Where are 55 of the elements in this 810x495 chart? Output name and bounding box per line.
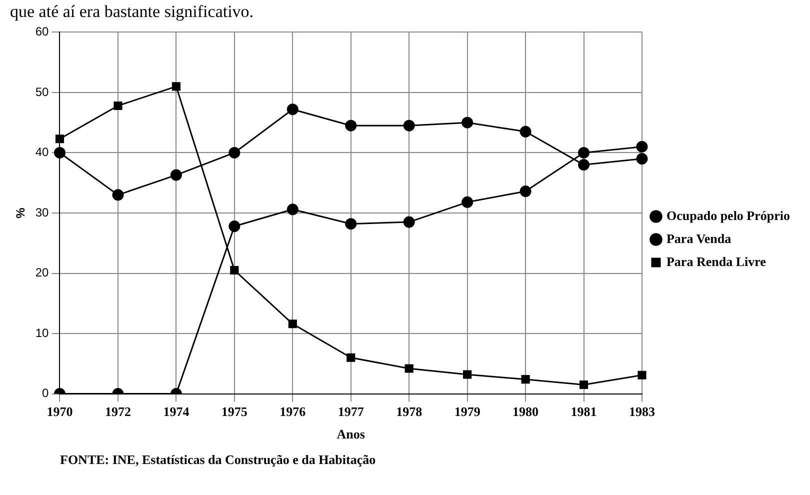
point	[579, 380, 588, 390]
point	[55, 134, 64, 144]
y-tick-label: 30	[35, 205, 50, 220]
text: que até aí era bastante significativo.	[10, 2, 254, 22]
x-tick-label: 1976	[280, 404, 306, 419]
x-tick-label: 1970	[46, 404, 73, 419]
point	[403, 216, 415, 228]
point	[636, 140, 648, 152]
point	[230, 266, 239, 275]
y-tick-label: 50	[35, 84, 50, 99]
point	[463, 370, 472, 379]
point	[462, 196, 474, 208]
point	[404, 364, 414, 373]
point	[636, 153, 648, 165]
y-tick-label: 0	[42, 386, 50, 400]
legend-label: Ocupado pelo Próprio	[666, 208, 790, 223]
point	[520, 126, 532, 138]
x-tick-label: 1975	[221, 404, 248, 419]
point	[170, 169, 182, 181]
x-tick-label: 1972	[104, 404, 131, 419]
point	[228, 220, 240, 232]
y-tick-label: 40	[35, 145, 50, 160]
x-tick-label: 1978	[396, 404, 423, 419]
point	[346, 353, 356, 362]
y-tick-label: 20	[35, 266, 50, 280]
x-tick-label: 1977	[338, 404, 364, 419]
legend-label: Para Venda	[666, 230, 732, 246]
point	[521, 375, 530, 384]
point	[462, 116, 474, 128]
legend-label: Para Renda Livre	[666, 254, 766, 269]
point	[345, 218, 357, 230]
x-axis-title: Anos	[336, 426, 365, 442]
x-tick-label: 1974	[163, 404, 190, 419]
point	[638, 370, 646, 380]
point	[520, 186, 532, 198]
source-note: FONTE: INE, Estatísticas da Construção e da Habitação	[60, 452, 376, 468]
point	[288, 320, 297, 328]
y-axis-title: %	[14, 207, 28, 218]
point	[578, 146, 590, 158]
x-tick-label: 1981	[570, 404, 597, 419]
point	[112, 189, 124, 201]
y-tick-label: 10	[35, 326, 50, 340]
point	[403, 120, 415, 132]
y-tick-label: 60	[35, 24, 50, 39]
point	[286, 104, 298, 116]
x-tick-label: 1979	[454, 404, 481, 419]
point	[578, 159, 590, 171]
point	[345, 120, 357, 132]
point	[114, 101, 122, 110]
x-tick-label: 1983	[628, 404, 656, 419]
x-tick-label: 1980	[512, 404, 539, 419]
point	[54, 146, 66, 158]
point	[286, 204, 298, 216]
point	[228, 146, 240, 158]
point	[172, 82, 180, 91]
